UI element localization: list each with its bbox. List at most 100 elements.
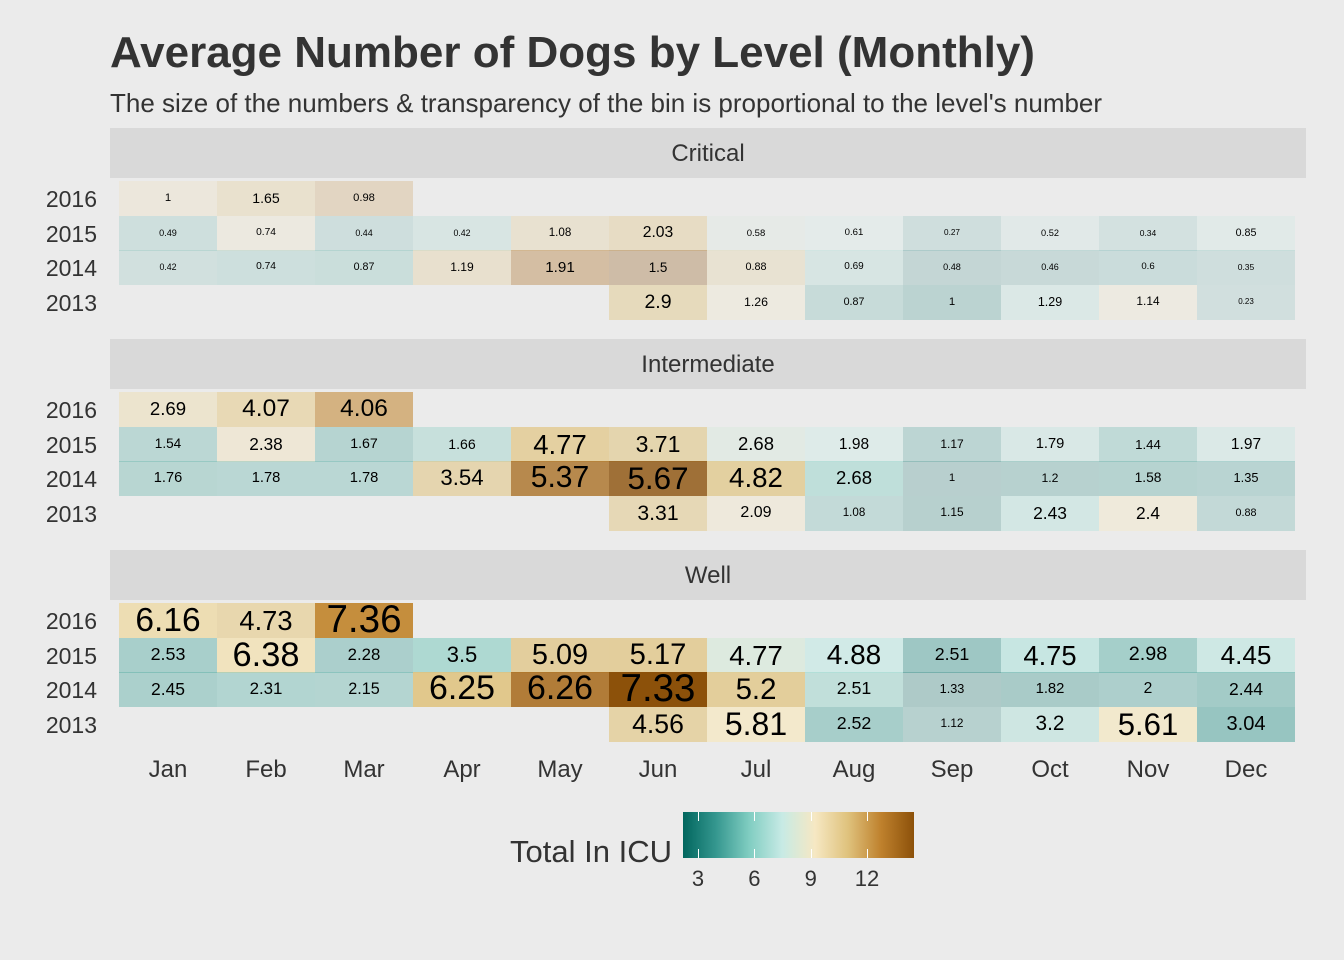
- cell-value: 0.6: [1141, 261, 1155, 273]
- heatmap-cell: 1.5: [609, 250, 707, 285]
- heatmap-cell: 2.31: [217, 672, 315, 707]
- heatmap-cell: 2.68: [707, 427, 805, 462]
- cell-value: 0.35: [1237, 262, 1255, 272]
- heatmap-cell: 2.4: [1099, 496, 1197, 531]
- heatmap-cell: 1.15: [903, 496, 1001, 531]
- cell-value: 0.42: [159, 261, 177, 272]
- heatmap-cell: 0.74: [217, 250, 315, 285]
- legend-tick-label: 9: [804, 866, 817, 891]
- legend-tick-mark: [810, 849, 812, 858]
- cell-value: 4.73: [239, 604, 293, 636]
- cell-value: 2.53: [150, 644, 186, 665]
- y-tick-label: 2016: [45, 607, 97, 634]
- heatmap-cell: 2.43: [1001, 496, 1099, 531]
- cell-value: 1.19: [450, 260, 474, 275]
- legend-tick-label: 6: [748, 866, 761, 891]
- cell-value: 0.58: [746, 227, 766, 239]
- y-tick-label: 2016: [45, 185, 97, 212]
- heatmap-cell: 1.19: [413, 250, 511, 285]
- cell-value: 1.17: [940, 437, 964, 452]
- heatmap-cell: 2.51: [903, 638, 1001, 673]
- heatmap-cell: 0.74: [217, 216, 315, 251]
- heatmap-cell: 5.81: [707, 707, 805, 742]
- heatmap-cell: 1.65: [217, 181, 315, 216]
- heatmap-cell: 6.25: [413, 671, 511, 707]
- heatmap-cell: 6.38: [217, 638, 315, 673]
- heatmap-cell: 0.42: [413, 216, 511, 251]
- cell-value: 3.54: [440, 465, 484, 491]
- heatmap-cell: 1.17: [903, 427, 1001, 462]
- heatmap-cell: 5.2: [707, 672, 805, 707]
- heatmap-cell: 5.37: [511, 461, 609, 496]
- facet-label: Intermediate: [641, 351, 775, 378]
- cell-value: 1.79: [1035, 435, 1065, 452]
- heatmap-cell: 2: [1099, 672, 1197, 707]
- cell-value: 2.44: [1228, 678, 1264, 699]
- cell-value: 3.5: [446, 642, 478, 668]
- cell-value: 2.28: [347, 644, 381, 664]
- heatmap-cell: 1.67: [315, 427, 413, 462]
- heatmap-cell: 2.9: [609, 285, 707, 320]
- x-tick-label: Oct: [1031, 756, 1069, 783]
- x-tick-label: Jun: [638, 756, 678, 783]
- cell-value: 2.52: [836, 713, 872, 734]
- heatmap-cell: 1.35: [1197, 461, 1295, 496]
- cell-value: 2.68: [835, 467, 872, 488]
- heatmap-cell: 2.38: [217, 427, 315, 462]
- cell-value: 5.09: [531, 638, 589, 671]
- cell-value: 1.91: [545, 258, 575, 276]
- heatmap-cell: 4.82: [707, 461, 805, 496]
- heatmap-cell: 1: [903, 285, 1001, 320]
- x-tick-label: Feb: [245, 756, 287, 783]
- facet-strip-critical: Critical: [110, 128, 1306, 178]
- heatmap-cell: 3.2: [1001, 707, 1099, 742]
- heatmap-cell: 2.98: [1099, 638, 1197, 673]
- cell-value: 2.68: [737, 433, 774, 454]
- cell-value: 5.17: [629, 638, 687, 671]
- cell-value: 5.61: [1117, 706, 1179, 742]
- cell-value: 5.81: [724, 706, 788, 743]
- facet-strip-well: Well: [110, 550, 1306, 600]
- cell-value: 2.51: [934, 644, 970, 665]
- y-tick-label: 2013: [45, 500, 97, 527]
- heatmap-cell: 2.52: [805, 707, 903, 742]
- heatmap-cell: 5.17: [609, 638, 707, 673]
- heatmap-cell: 1.82: [1001, 672, 1099, 707]
- cell-value: 2.38: [249, 433, 283, 454]
- legend-tick-mark: [698, 849, 700, 858]
- heatmap-cell: 1.44: [1099, 427, 1197, 462]
- heatmap-cell: 0.88: [707, 250, 805, 285]
- y-tick-label: 2014: [45, 465, 97, 492]
- heatmap-cell: 2.51: [805, 672, 903, 707]
- heatmap-cell: 1: [903, 461, 1001, 496]
- y-tick-label: 2013: [45, 711, 97, 738]
- cell-value: 1.33: [939, 681, 965, 696]
- heatmap-cell: 1: [119, 181, 217, 216]
- cell-value: 1.54: [154, 436, 182, 452]
- facet-label: Well: [684, 562, 732, 589]
- heatmap-cell: 6.16: [119, 603, 217, 638]
- cell-value: 6.38: [232, 636, 300, 675]
- heatmap-cell: 3.31: [609, 496, 707, 531]
- heatmap-cell: 1.98: [805, 427, 903, 462]
- cell-value: 2.69: [149, 397, 187, 419]
- y-tick-label: 2015: [45, 220, 97, 247]
- cell-value: 0.49: [159, 227, 177, 238]
- legend-tick-mark: [754, 812, 756, 821]
- cell-value: 0.74: [256, 261, 276, 273]
- heatmap-cell: 0.27: [903, 216, 1001, 251]
- cell-value: 0.27: [944, 228, 960, 238]
- cell-value: 1.67: [350, 436, 378, 453]
- heatmap-cell: 1.97: [1197, 427, 1295, 462]
- cell-value: 1.2: [1041, 471, 1059, 486]
- heatmap-cell: 0.49: [119, 216, 217, 251]
- cell-value: 0.88: [1235, 506, 1257, 519]
- cell-value: 4.88: [826, 639, 882, 671]
- cell-value: 1.66: [448, 436, 476, 453]
- heatmap-cell: 0.42: [119, 250, 217, 285]
- cell-value: 1.35: [1233, 469, 1259, 485]
- heatmap-cell: 2.68: [805, 461, 903, 496]
- cell-value: 1.82: [1035, 680, 1065, 697]
- cell-value: 1.58: [1134, 470, 1162, 486]
- legend-tick-mark: [867, 849, 869, 858]
